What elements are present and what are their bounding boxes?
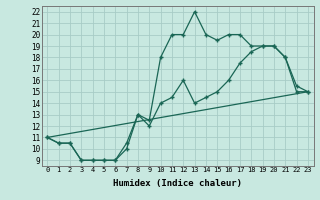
X-axis label: Humidex (Indice chaleur): Humidex (Indice chaleur) bbox=[113, 179, 242, 188]
